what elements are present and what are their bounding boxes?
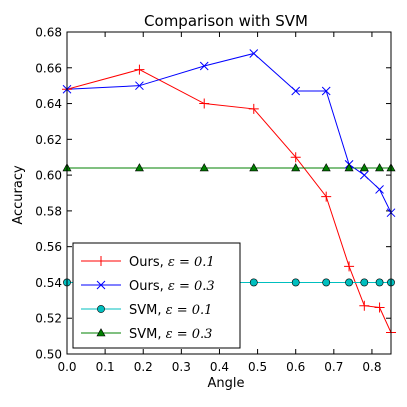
data-point (248, 103, 259, 114)
data-point (199, 163, 209, 172)
data-point (290, 152, 301, 163)
x-tick-label: 0.4 (210, 360, 229, 374)
legend-label-prefix: Ours, (129, 255, 168, 270)
x-tick-label: 0.0 (57, 360, 76, 374)
legend-label: Ours, ε = 0.3 (129, 279, 215, 294)
legend-label: SVM, ε = 0.1 (129, 303, 212, 318)
legend-label-prefix: Ours, (129, 279, 168, 294)
x-tick-label: 0.7 (324, 360, 343, 374)
data-point (291, 163, 301, 172)
y-tick-label: 0.68 (35, 26, 62, 40)
series-line (67, 52, 391, 213)
data-point (249, 49, 259, 58)
data-point (321, 191, 332, 202)
axes-frame (66, 31, 392, 355)
data-point (375, 163, 385, 172)
data-point (96, 280, 106, 290)
data-point (96, 256, 106, 266)
y-axis-label: Accuracy (11, 165, 26, 225)
data-point (291, 86, 301, 96)
x-axis-label: Angle (208, 376, 245, 391)
series-line (67, 69, 391, 333)
y-tick-label: 0.60 (35, 169, 62, 183)
x-tick-label: 0.3 (172, 360, 191, 374)
x-tick-label: 0.5 (248, 360, 267, 374)
data-point (249, 163, 259, 172)
legend-label-prefix: SVM, (129, 303, 166, 318)
data-point (134, 64, 145, 75)
y-tick-label: 0.58 (35, 204, 62, 218)
y-tick-label: 0.56 (35, 240, 62, 254)
legend-label-prefix: SVM, (129, 327, 166, 342)
data-point (249, 278, 258, 287)
legend-label-math: ε = 0.1 (166, 303, 213, 318)
x-tick-label: 0.6 (286, 360, 305, 374)
data-point (359, 163, 369, 172)
y-tick-label: 0.52 (35, 312, 62, 326)
legend-label-math: ε = 0.3 (168, 279, 215, 294)
legend-label: Ours, ε = 0.1 (129, 255, 215, 270)
y-tick-label: 0.50 (35, 348, 62, 362)
legend-label-math: ε = 0.1 (168, 255, 215, 270)
data-point (359, 170, 369, 180)
data-point (96, 328, 106, 337)
y-tick-label: 0.66 (35, 61, 62, 75)
data-point (360, 278, 369, 287)
data-point (199, 61, 209, 71)
legend-label: SVM, ε = 0.3 (129, 327, 212, 342)
data-point (375, 185, 384, 194)
y-tick-label: 0.62 (35, 133, 62, 147)
data-point (374, 302, 385, 313)
y-tick-label: 0.54 (35, 276, 62, 290)
data-point (134, 163, 144, 172)
data-point (135, 81, 144, 91)
data-point (359, 300, 370, 311)
data-point (321, 86, 331, 96)
y-tick-label: 0.64 (35, 97, 62, 111)
data-point (321, 163, 331, 172)
data-point (291, 278, 300, 287)
data-point (345, 278, 353, 287)
plot-area: 0.50 0.52 0.54 0.56 0.58 0.60 0.62 0.64 0.66 0.68… (35, 26, 396, 374)
x-tick-label: 0.2 (134, 360, 153, 374)
data-point (97, 305, 105, 313)
data-point (199, 98, 210, 109)
data-point (344, 163, 354, 172)
legend-label-math: ε = 0.3 (166, 327, 213, 342)
data-point (375, 278, 384, 287)
data-point (322, 278, 331, 287)
x-tick-label: 0.8 (362, 360, 381, 374)
data-point (344, 261, 355, 272)
x-tick-label: 0.1 (96, 360, 115, 374)
chart-title: Comparison with SVM (144, 12, 308, 30)
